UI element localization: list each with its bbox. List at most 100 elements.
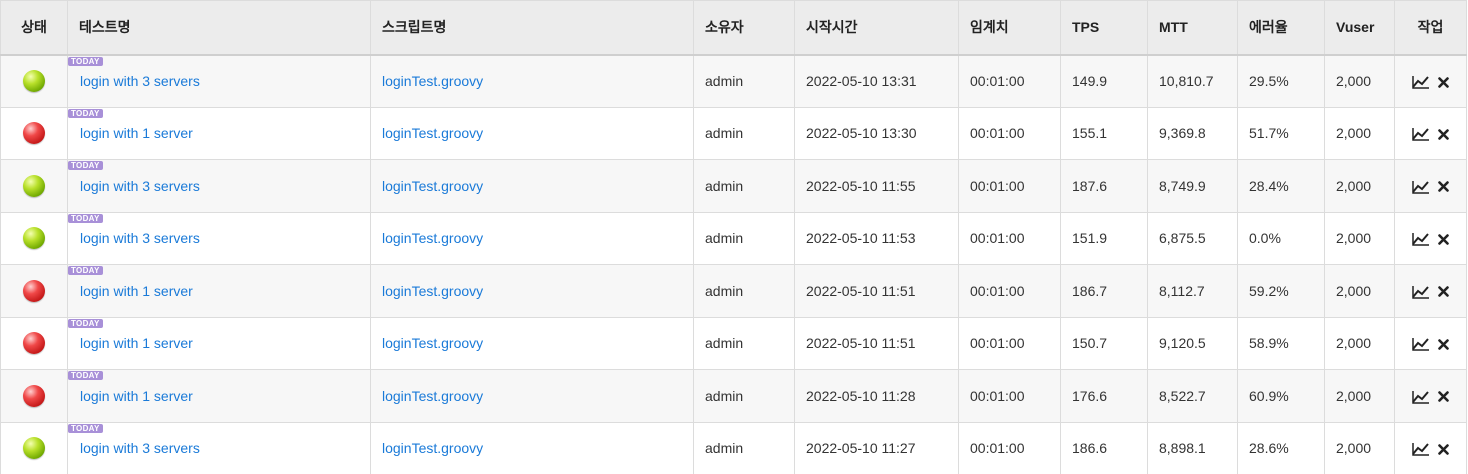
close-icon[interactable] — [1438, 76, 1449, 88]
test-name-link[interactable]: login with 3 servers — [80, 440, 200, 457]
owner-cell: admin — [693, 106, 795, 160]
threshold-cell: 00:01:00 — [958, 369, 1061, 423]
test-name-link[interactable]: login with 1 server — [80, 335, 193, 352]
close-icon[interactable] — [1438, 234, 1449, 245]
actions-cell — [1394, 421, 1467, 474]
mtt-cell: 9,369.8 — [1147, 106, 1238, 160]
test-name-cell: TODAY login with 1 server — [67, 369, 371, 423]
vuser-cell: 2,000 — [1324, 159, 1395, 213]
vuser-cell: 2,000 — [1324, 264, 1395, 318]
close-icon[interactable] — [1438, 391, 1449, 403]
header-actions: 작업 — [1394, 0, 1467, 56]
actions-cell — [1394, 54, 1467, 108]
start-time-cell: 2022-05-10 11:51 — [794, 264, 959, 318]
test-name-link[interactable]: login with 1 server — [80, 387, 193, 404]
line-chart-icon[interactable] — [1412, 127, 1430, 142]
test-name-link[interactable]: login with 3 servers — [80, 177, 200, 194]
today-badge: TODAY — [68, 371, 103, 380]
test-name-cell: TODAY login with 1 server — [67, 316, 371, 370]
header-owner[interactable]: 소유자 — [693, 0, 795, 56]
threshold-cell: 00:01:00 — [958, 159, 1061, 213]
header-vuser[interactable]: Vuser — [1324, 0, 1395, 56]
tps-cell: 155.1 — [1060, 106, 1148, 160]
vuser-cell: 2,000 — [1324, 316, 1395, 370]
table-header-row: 상태 테스트명 스크립트명 소유자 시작시간 임계치 TPS MTT 에러율 V… — [0, 0, 1467, 56]
table-row: TODAY login with 1 server loginTest.groovy… — [0, 369, 1467, 423]
start-time-cell: 2022-05-10 11:27 — [794, 421, 959, 474]
tps-cell: 149.9 — [1060, 54, 1148, 108]
script-name-cell: loginTest.groovy — [370, 159, 694, 213]
close-icon[interactable] — [1438, 286, 1449, 298]
line-chart-icon[interactable] — [1412, 75, 1430, 89]
line-chart-icon[interactable] — [1412, 337, 1430, 352]
threshold-cell: 00:01:00 — [958, 211, 1061, 265]
line-chart-icon[interactable] — [1412, 232, 1430, 247]
status-indicator-icon — [23, 70, 45, 92]
start-time-cell: 2022-05-10 11:55 — [794, 159, 959, 213]
mtt-cell: 8,898.1 — [1147, 421, 1238, 474]
status-indicator-icon — [23, 384, 45, 407]
owner-cell: admin — [693, 369, 795, 423]
script-name-cell: loginTest.groovy — [370, 421, 694, 474]
line-chart-icon[interactable] — [1412, 390, 1430, 404]
header-tps[interactable]: TPS — [1060, 0, 1148, 56]
today-badge: TODAY — [68, 213, 103, 223]
status-indicator-icon — [23, 122, 45, 145]
header-mtt[interactable]: MTT — [1147, 0, 1238, 56]
line-chart-icon[interactable] — [1412, 442, 1430, 457]
threshold-cell: 00:01:00 — [958, 316, 1061, 370]
test-name-link[interactable]: login with 3 servers — [80, 73, 200, 89]
script-name-link[interactable]: loginTest.groovy — [382, 335, 484, 352]
owner-cell: admin — [693, 54, 795, 108]
header-test-name[interactable]: 테스트명 — [67, 0, 371, 56]
script-name-link[interactable]: loginTest.groovy — [382, 125, 484, 142]
tps-cell: 151.9 — [1060, 211, 1148, 265]
script-name-link[interactable]: loginTest.groovy — [382, 177, 484, 194]
error-rate-cell: 58.9% — [1237, 316, 1325, 370]
close-icon[interactable] — [1438, 444, 1449, 455]
status-cell — [0, 54, 68, 108]
test-name-link[interactable]: login with 1 server — [80, 282, 193, 299]
mtt-cell: 6,875.5 — [1147, 211, 1238, 265]
test-name-cell: TODAY login with 3 servers — [67, 159, 371, 213]
script-name-link[interactable]: loginTest.groovy — [382, 230, 484, 247]
tps-cell: 186.7 — [1060, 264, 1148, 318]
test-name-link[interactable]: login with 1 server — [80, 125, 193, 142]
line-chart-icon[interactable] — [1412, 180, 1430, 194]
script-name-link[interactable]: loginTest.groovy — [382, 282, 484, 299]
actions-cell — [1394, 316, 1467, 370]
actions-cell — [1394, 264, 1467, 318]
status-cell — [0, 264, 68, 318]
status-cell — [0, 316, 68, 370]
start-time-cell: 2022-05-10 11:53 — [794, 211, 959, 265]
table-row: TODAY login with 1 server loginTest.groovy… — [0, 106, 1467, 160]
vuser-cell: 2,000 — [1324, 106, 1395, 160]
test-name-link[interactable]: login with 3 servers — [80, 230, 200, 247]
today-badge: TODAY — [68, 423, 103, 433]
script-name-link[interactable]: loginTest.groovy — [382, 73, 484, 89]
close-icon[interactable] — [1438, 339, 1449, 350]
start-time-cell: 2022-05-10 11:51 — [794, 316, 959, 370]
mtt-cell: 10,810.7 — [1147, 54, 1238, 108]
status-cell — [0, 211, 68, 265]
line-chart-icon[interactable] — [1412, 285, 1430, 299]
table-row: TODAY login with 1 server loginTest.groovy… — [0, 316, 1467, 370]
script-name-link[interactable]: loginTest.groovy — [382, 440, 484, 457]
close-icon[interactable] — [1438, 181, 1449, 193]
script-name-cell: loginTest.groovy — [370, 54, 694, 108]
actions-cell — [1394, 211, 1467, 265]
header-start-time[interactable]: 시작시간 — [794, 0, 959, 56]
header-status[interactable]: 상태 — [0, 0, 68, 56]
owner-cell: admin — [693, 159, 795, 213]
status-cell — [0, 421, 68, 474]
header-error-rate[interactable]: 에러율 — [1237, 0, 1325, 56]
header-threshold[interactable]: 임계치 — [958, 0, 1061, 56]
script-name-link[interactable]: loginTest.groovy — [382, 387, 484, 404]
actions-cell — [1394, 159, 1467, 213]
threshold-cell: 00:01:00 — [958, 264, 1061, 318]
header-script-name[interactable]: 스크립트명 — [370, 0, 694, 56]
table-row: TODAY login with 1 server loginTest.groovy… — [0, 264, 1467, 318]
owner-cell: admin — [693, 421, 795, 474]
status-indicator-icon — [23, 437, 45, 460]
close-icon[interactable] — [1438, 129, 1449, 140]
